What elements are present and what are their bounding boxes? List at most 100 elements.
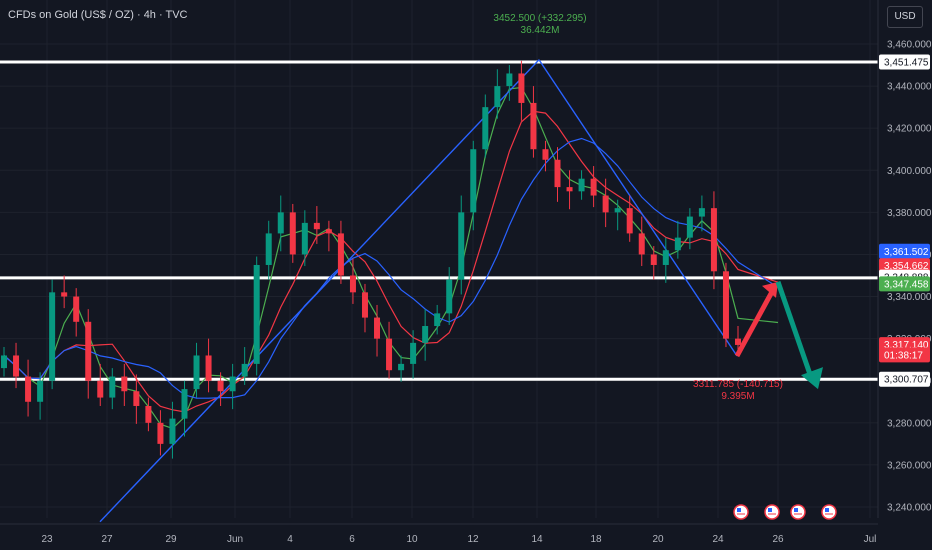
projection-down-arrow[interactable] [775, 280, 814, 378]
candle-body [650, 254, 657, 265]
projection-arrows[interactable] [734, 280, 823, 390]
price-tick-label: 3,260.000 [887, 460, 932, 471]
candle-body [301, 222, 308, 255]
candle-body [470, 149, 477, 213]
price-label-badge[interactable] [879, 371, 930, 387]
flag-canton [825, 508, 829, 512]
candle-body [662, 250, 669, 265]
time-axis[interactable]: 23 27 29 Jun 4 6 10 12 14 18 20 24 26 Jul [0, 523, 878, 545]
candle-body [253, 264, 260, 364]
price-axis[interactable]: 3,460.000 3,440.000 3,420.000 3,400.000 3,38… [877, 0, 932, 518]
candle-body [458, 212, 465, 280]
price-label-badge[interactable] [879, 243, 930, 259]
time-tick-label: 14 [531, 534, 543, 545]
candle-body [482, 107, 489, 150]
price-label-text: 3,361.502 [884, 247, 929, 258]
candle-body [49, 292, 56, 381]
low-price-change: 3311.785 (-140.715) [693, 379, 783, 390]
time-tick-label: 10 [406, 534, 418, 545]
candle-body [410, 342, 417, 364]
arrow-down-head [801, 367, 823, 390]
time-tick-label: 6 [349, 534, 355, 545]
candle-body [145, 405, 152, 423]
low-volume: 9.395M [721, 391, 755, 402]
time-tick-label: 24 [712, 534, 724, 545]
candle-body [434, 313, 441, 327]
time-tick-label: 26 [772, 534, 784, 545]
ma-green-line [3, 86, 779, 430]
grid [0, 0, 878, 518]
flag-canton [737, 508, 741, 512]
time-tick-label: 20 [652, 534, 664, 545]
candle-body [446, 279, 453, 314]
candle-body [1, 355, 7, 369]
price-tick-label: 3,240.000 [887, 503, 932, 514]
candle-body [374, 317, 381, 339]
price-label-badge[interactable] [879, 258, 930, 274]
time-tick-label: Jun [227, 534, 243, 545]
horizontal-levels[interactable] [0, 60, 878, 381]
price-tick-label: 3,440.000 [887, 82, 932, 93]
candle-body [698, 208, 705, 217]
candle-body [61, 292, 68, 297]
low-annotation: 3311.785 (-140.715) 9.395M [688, 379, 788, 403]
candle-body [554, 159, 561, 188]
high-volume: 36.442M [520, 25, 560, 36]
price-label-badge[interactable] [879, 276, 930, 292]
candle-body [181, 389, 188, 419]
candle-body [109, 376, 116, 398]
flag-canton [794, 508, 798, 512]
candle-body [602, 195, 609, 213]
trendline-down[interactable] [538, 59, 738, 357]
price-tick-label: 3,420.000 [887, 124, 932, 135]
event-icons[interactable] [733, 504, 837, 520]
candle-body [361, 292, 368, 318]
candle-body [13, 355, 20, 377]
candle-body [85, 321, 92, 381]
price-tick-label: 3,460.000 [887, 40, 932, 51]
time-tick-label: 12 [467, 534, 479, 545]
price-label-badge[interactable] [879, 347, 930, 363]
candle-body [674, 237, 681, 251]
candle-body [337, 233, 344, 276]
candle-body [735, 338, 741, 345]
candle-body [686, 216, 693, 238]
candle-body [325, 229, 332, 234]
candle-body [494, 86, 501, 108]
ma-blue-line [3, 137, 779, 399]
candle-body [97, 380, 104, 398]
price-tick-label: 3,340.000 [887, 292, 932, 303]
candle-body [37, 380, 44, 402]
high-price-change: 3452.500 (+332.295) [493, 13, 587, 24]
candle-body [638, 233, 645, 255]
ma-red-line [3, 110, 779, 413]
trendlines[interactable] [99, 59, 738, 523]
price-tick-label: 3,400.000 [887, 166, 932, 177]
flag-canton [768, 508, 772, 512]
candle-body [590, 178, 597, 196]
time-tick-label: 29 [165, 534, 177, 545]
candle-body [193, 355, 200, 390]
price-label-text: 3,451.475 [884, 57, 929, 68]
candle-body [265, 233, 272, 265]
projection-up-arrow[interactable] [734, 290, 775, 358]
candle-body [530, 102, 537, 150]
candle-body [710, 208, 717, 272]
time-tick-label: 18 [590, 534, 602, 545]
candle-body [229, 376, 236, 392]
price-label-text: 3,300.707 [884, 375, 929, 386]
time-tick-label: 4 [287, 534, 293, 545]
currency-button[interactable]: USD [887, 6, 923, 28]
candle-body [386, 338, 393, 371]
price-label-badge[interactable] [879, 54, 930, 70]
symbol-title[interactable]: CFDs on Gold (US$ / OZ) · 4h · TVC [8, 9, 188, 21]
price-label-text: 3,347.458 [884, 279, 929, 290]
candle-body [313, 222, 320, 230]
moving-averages [3, 86, 779, 430]
trendline-up[interactable] [99, 59, 540, 523]
candle-body [121, 376, 128, 392]
time-tick-label: Jul [864, 534, 877, 545]
candle-body [217, 380, 224, 392]
candle-body [133, 391, 140, 406]
